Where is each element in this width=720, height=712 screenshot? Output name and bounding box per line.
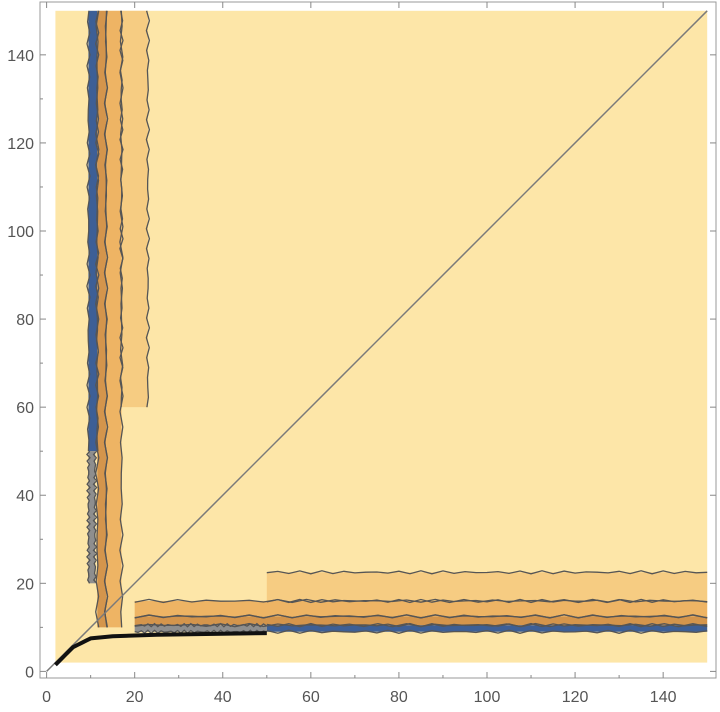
y-tick-label: 80 (16, 312, 34, 329)
horizontal-band (266, 625, 708, 632)
contour-line (266, 629, 708, 634)
contour-line (266, 598, 708, 604)
horizontal-band (134, 616, 708, 626)
y-tick-label: 120 (7, 136, 34, 153)
frame-border (39, 1, 717, 679)
x-tick-label: 120 (562, 689, 589, 706)
contour-line (86, 450, 91, 584)
x-tick-label: 60 (302, 689, 320, 706)
vertical-band (106, 10, 122, 628)
x-tick-label: 140 (650, 689, 677, 706)
diagonal-line (46, 10, 708, 672)
plot-frame (39, 1, 717, 679)
boundary-curve (53, 631, 267, 667)
y-tick-label: 140 (7, 48, 34, 65)
contour-line (266, 570, 708, 575)
y-tick-label: 100 (7, 224, 34, 241)
vertical-band (97, 10, 107, 628)
y-tick-label: 0 (25, 664, 34, 681)
vertical-band (88, 10, 98, 452)
plot-area (46, 10, 708, 672)
contour-line (134, 622, 708, 628)
horizontal-band (134, 625, 267, 632)
y-tick-label: 40 (16, 488, 34, 505)
y-tick-label: 20 (16, 576, 34, 593)
x-tick-label: 40 (214, 689, 232, 706)
contour-line (86, 10, 91, 452)
contour-lines (86, 10, 708, 635)
y-axis-ticks: 0 20 40 60 80 100 120 140 (7, 48, 716, 681)
x-tick-label: 80 (390, 689, 408, 706)
vertical-band (121, 10, 148, 408)
x-tick-label: 20 (126, 689, 144, 706)
x-tick-label: 0 (42, 689, 51, 706)
contour-line (103, 10, 109, 628)
y-tick-label: 60 (16, 400, 34, 417)
vertical-band (88, 451, 96, 584)
contour-line (119, 10, 124, 408)
contour-line (145, 10, 151, 408)
contour-line (134, 629, 267, 635)
x-tick-label: 100 (474, 689, 501, 706)
horizontal-band (134, 600, 708, 617)
contour-line (95, 10, 100, 628)
horizontal-band (266, 572, 708, 601)
contour-bands (88, 10, 708, 632)
x-axis-ticks: 0 20 40 60 80 100 120 140 (42, 2, 677, 706)
contour-line (134, 614, 708, 619)
